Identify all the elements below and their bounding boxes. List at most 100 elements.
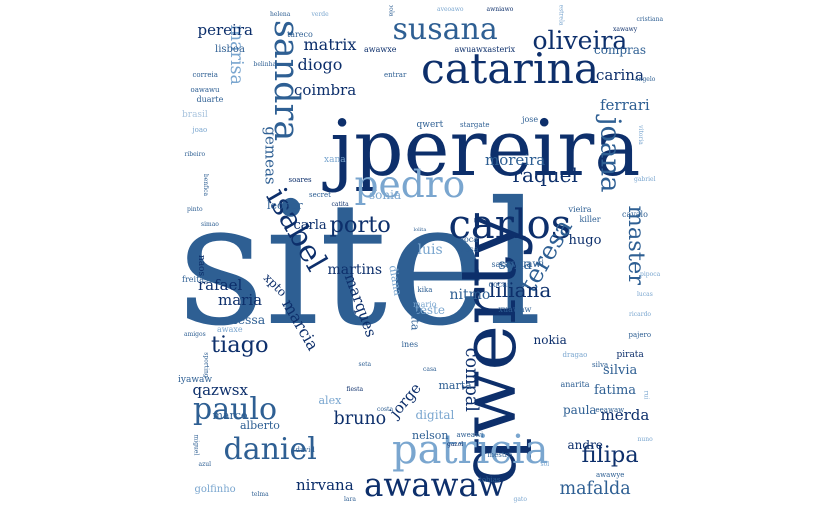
- cloud-word: lara: [344, 496, 356, 503]
- cloud-word: telma: [251, 491, 269, 498]
- cloud-word: xuawaw: [498, 305, 532, 314]
- cloud-word: pipoca: [640, 271, 661, 278]
- cloud-word: pinto: [187, 206, 203, 213]
- cloud-word: dragao: [562, 350, 588, 359]
- cloud-word: sol: [540, 461, 550, 468]
- cloud-word: estrela: [556, 5, 564, 26]
- cloud-word: rosa: [461, 245, 479, 254]
- cloud-word: mario: [413, 300, 437, 309]
- cloud-word: belinha: [253, 61, 277, 68]
- cloud-word: rafael: [198, 275, 243, 294]
- cloud-word: simao: [201, 221, 219, 228]
- cloud-word: duarte: [196, 95, 224, 104]
- cloud-word: tareco: [287, 30, 313, 39]
- cloud-word: gato: [513, 496, 527, 503]
- cloud-word: brasil: [182, 109, 208, 120]
- cloud-word: stargate: [460, 120, 490, 129]
- cloud-word: matrix: [303, 35, 357, 54]
- cloud-word: david: [295, 445, 315, 454]
- cloud-word: gemeas: [261, 125, 280, 185]
- cloud-word: xawawy: [613, 26, 638, 33]
- cloud-word: digital: [415, 408, 455, 422]
- cloud-word: carla: [293, 217, 327, 233]
- cloud-word: sofia: [498, 257, 532, 273]
- cloud-word: awaxe: [217, 325, 243, 334]
- cloud-word: lucas: [637, 291, 653, 298]
- cloud-word: martins: [327, 262, 383, 278]
- cloud-word: bola: [386, 5, 394, 17]
- cloud-word: patricia: [392, 427, 549, 473]
- cloud-word: catarina: [421, 44, 600, 94]
- cloud-word: merda: [600, 405, 650, 424]
- cloud-word: carina: [596, 65, 644, 84]
- cloud-word: marco: [212, 408, 248, 422]
- cloud-word: nelson: [412, 428, 449, 442]
- cloud-word: eeawaw: [595, 405, 625, 414]
- cloud-word: paula: [563, 403, 597, 417]
- cloud-word: awuawxasterix: [454, 45, 516, 54]
- cloud-word: luis: [417, 242, 443, 258]
- cloud-word: sonia: [369, 188, 402, 202]
- cloud-word: cristiana: [636, 16, 664, 23]
- cloud-word: pedro: [354, 162, 466, 206]
- cloud-word: filipa: [581, 441, 639, 468]
- cloud-word: ricardo: [629, 311, 652, 318]
- cloud-word: compras: [594, 43, 647, 57]
- cloud-word: lisboa: [215, 44, 245, 55]
- cloud-word: ferrari: [600, 95, 650, 114]
- cloud-word: ines: [401, 340, 419, 349]
- cloud-word: joao: [192, 125, 208, 134]
- cloud-word: verde: [311, 11, 329, 18]
- cloud-word: freitas: [182, 275, 209, 284]
- cloud-word: iyawaw: [178, 374, 213, 385]
- cloud-word: nokia: [533, 333, 567, 347]
- cloud-word: kika: [417, 285, 433, 294]
- cloud-word: pirata: [616, 349, 644, 360]
- cloud-word: rui: [641, 390, 649, 400]
- cloud-word: joana: [594, 116, 627, 193]
- cloud-word: joca: [461, 235, 479, 244]
- cloud-word: awniawo: [486, 6, 514, 13]
- cloud-word: carlos: [448, 202, 572, 248]
- cloud-word: fatima: [594, 382, 637, 398]
- cloud-word: awawaw: [364, 465, 506, 504]
- cloud-word: entrar: [384, 70, 407, 79]
- cloud-word: mafalda: [559, 479, 631, 499]
- cloud-word: marta: [438, 378, 472, 392]
- cloud-word: liliana: [489, 278, 552, 302]
- cloud-word: correia: [192, 70, 218, 79]
- cloud-word: casa: [423, 366, 437, 373]
- cloud-word: naos: [195, 254, 206, 276]
- cloud-word: daniel: [223, 432, 317, 467]
- cloud-word: qwert: [416, 119, 444, 130]
- cloud-word: oliveira: [532, 25, 628, 55]
- cloud-word: cocas: [488, 280, 512, 289]
- cloud-word: coimbra: [294, 80, 357, 99]
- cloud-word: vanessa: [215, 311, 266, 327]
- cloud-word: paulo: [193, 392, 278, 427]
- cloud-word: hugo: [568, 232, 602, 248]
- cloud-word: silvia: [603, 362, 638, 378]
- cloud-word: ribeiro: [184, 151, 206, 158]
- cloud-word: pajero: [628, 330, 652, 339]
- cloud-word: azul: [198, 461, 212, 468]
- cloud-word: angelo: [635, 76, 656, 83]
- cloud-word: rita: [408, 310, 422, 330]
- cloud-word: sitel: [177, 166, 543, 364]
- cloud-word: miguel: [191, 434, 199, 456]
- cloud-word: awuawi: [505, 259, 545, 270]
- cloud-word: anarita: [560, 380, 590, 389]
- cloud-word: golfinho: [194, 484, 236, 495]
- cloud-word: amigos: [184, 331, 206, 338]
- cloud-word: cavalo: [622, 210, 648, 219]
- cloud-word: porto: [329, 211, 391, 238]
- cloud-word: moreira: [485, 150, 546, 169]
- cloud-word: sporting: [202, 352, 210, 378]
- cloud-word: sara: [491, 260, 509, 269]
- cloud-word: oawawu: [190, 85, 220, 94]
- cloud-word: awawxe: [364, 45, 397, 54]
- cloud-word: helena: [270, 11, 291, 18]
- cloud-word: mestre: [487, 450, 513, 459]
- cloud-word: susana: [392, 12, 498, 47]
- cloud-word: soares: [288, 175, 312, 184]
